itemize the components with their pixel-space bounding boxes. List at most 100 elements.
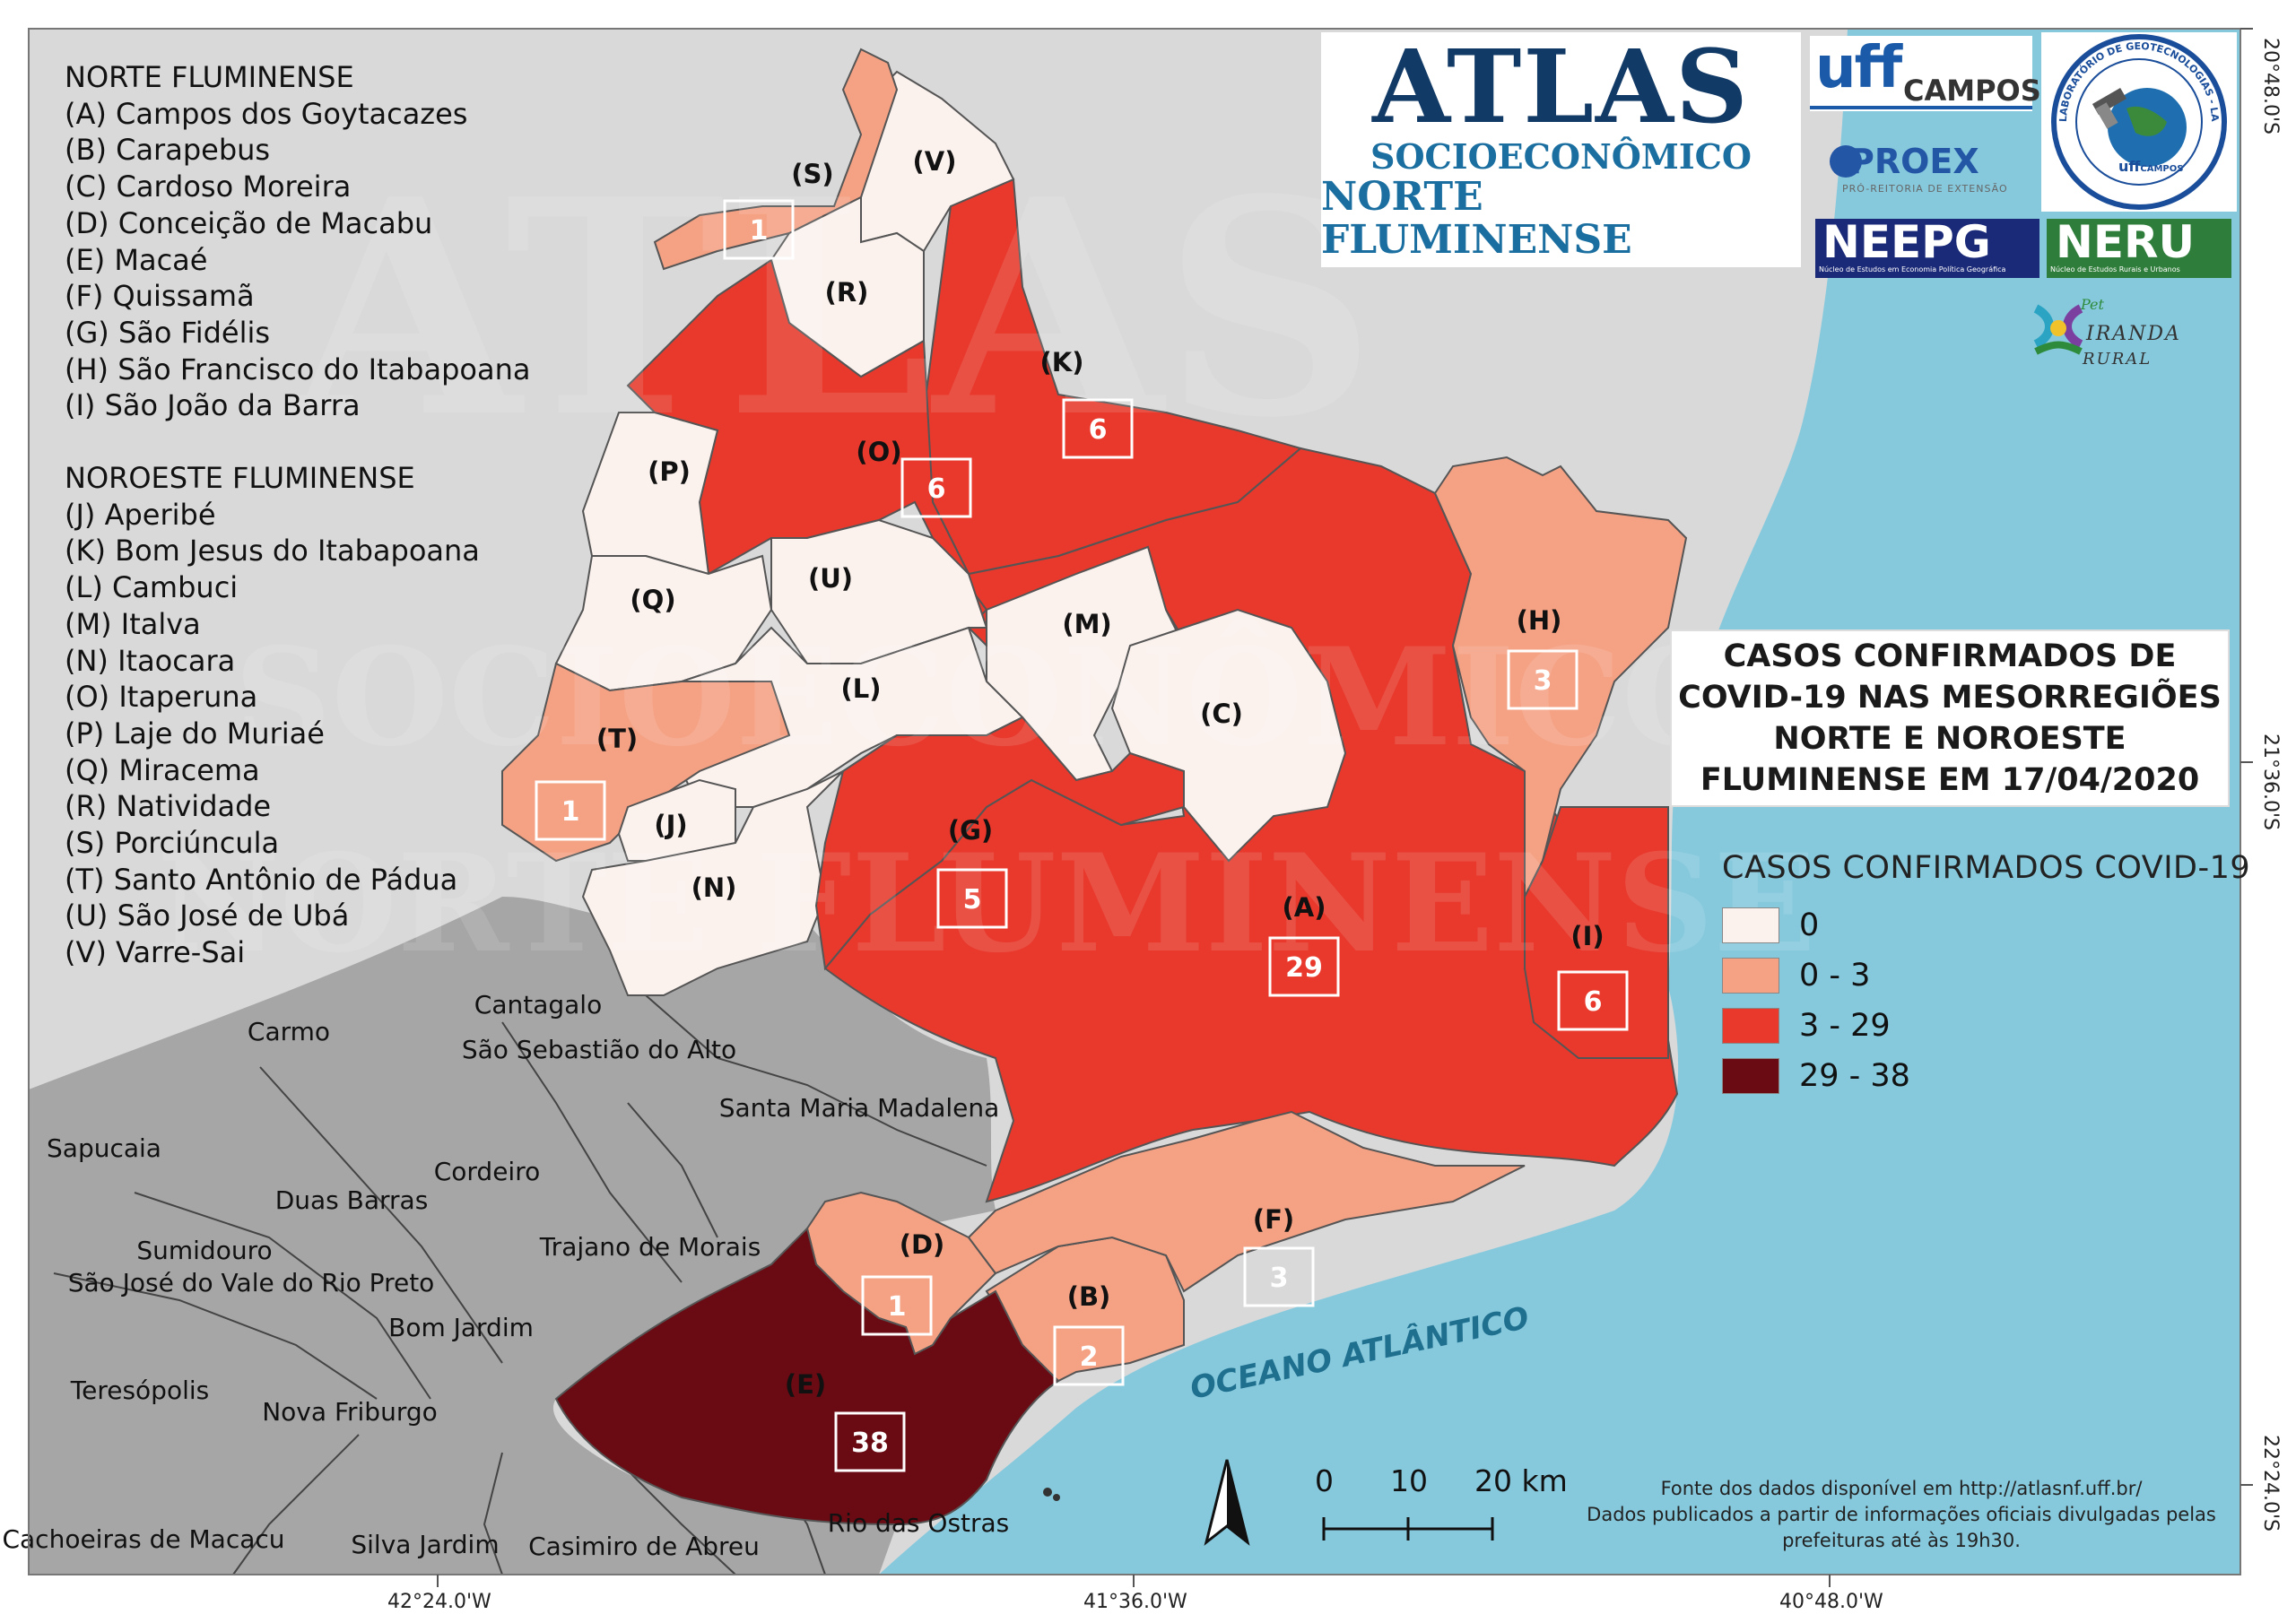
case-count-box <box>723 199 795 260</box>
lat-label-2: 21°36.0'S <box>2259 733 2282 830</box>
neighbor-municipality-label: Duas Barras <box>275 1185 429 1215</box>
proex-logo: PROEX PRÓ-REITORIA DE EXTENSÃO <box>1830 142 2036 199</box>
municipality-code: (R) <box>825 277 869 308</box>
noroeste-municipality-item: (M) Italva <box>65 606 201 641</box>
case-count-box <box>861 1275 933 1336</box>
lageot-ring-text: LABORATÓRIO DE GEOTECNOLOGIAS - LAGEOT <box>2041 32 2237 212</box>
noroeste-municipality-item: (S) Porciúncula <box>65 826 280 861</box>
norte-municipality-item: (D) Conceição de Macabu <box>65 205 433 240</box>
case-count: 3 <box>1270 1263 1289 1294</box>
noroeste-municipality-item: (K) Bom Jesus do Itabapoana <box>65 534 480 568</box>
legend-swatch <box>1722 958 1779 994</box>
neighbor-municipality-label: Santa Maria Madalena <box>719 1093 1000 1123</box>
case-count-box <box>1062 398 1134 459</box>
municipality-code: (P) <box>648 456 691 487</box>
municipality-f-quissama <box>967 1110 1526 1293</box>
legend-title: CASOS CONFIRMADOS COVID-19 <box>1722 850 2251 886</box>
noroeste-municipality-item: (N) Itaocara <box>65 643 236 678</box>
case-count: 3 <box>1534 665 1552 697</box>
neighbor-municipality-label: São José do Vale do Rio Preto <box>68 1268 435 1298</box>
case-count: 6 <box>927 473 946 505</box>
data-source-note: Fonte dos dados disponível em http://atl… <box>1561 1476 2242 1554</box>
neighbor-municipality-label: Silva Jardim <box>351 1530 499 1559</box>
lon-label-1: 42°24.0'W <box>387 1591 491 1613</box>
municipality-code: (A) <box>1283 892 1326 923</box>
municipality-list: NORTE FLUMINENSE (A) Campos dos Goytacaz… <box>65 59 530 971</box>
source-line-1: Fonte dos dados disponível em http://atl… <box>1660 1478 2143 1499</box>
source-line-2: Dados publicados a partir de informações… <box>1587 1504 2216 1525</box>
legend-label: 29 - 38 <box>1799 1058 1910 1094</box>
case-count-box <box>936 868 1008 929</box>
neighbor-municipality-label: Rio das Ostras <box>828 1508 1010 1538</box>
uff-campos-text: CAMPOS <box>1903 74 2041 108</box>
proex-text: PROEX <box>1849 142 1979 181</box>
case-count-box <box>834 1411 906 1472</box>
neru-logo: NERU Núcleo de Estudos Rurais e Urbanos <box>2047 217 2231 278</box>
uff-campos-logo: uff CAMPOS <box>1810 35 2041 111</box>
neighbor-municipality-label: Sumidouro <box>136 1236 272 1265</box>
case-count: 2 <box>1080 1341 1099 1373</box>
neighbor-municipality-label: Carmo <box>248 1017 330 1046</box>
municipality-code: (Q) <box>630 585 675 615</box>
municipality-code: (E) <box>785 1369 826 1400</box>
atlas-logo-sub1: SOCIOECONÔMICO <box>1370 136 1752 177</box>
proex-subtext: PRÓ-REITORIA DE EXTENSÃO <box>1842 183 2008 195</box>
case-count: 1 <box>750 215 769 247</box>
norte-municipality-item: (B) Carapebus <box>65 133 271 168</box>
neighbor-labels: Cantagalo Carmo São Sebastião do Alto Santa… <box>2 990 1009 1561</box>
municipality-code: (G) <box>948 815 993 846</box>
case-count: 6 <box>1089 414 1108 446</box>
case-count-box <box>1507 649 1578 710</box>
legend-swatch <box>1722 907 1779 943</box>
legend-row: 0 - 3 <box>1722 950 2250 1001</box>
neighbor-municipality-label: Nova Friburgo <box>262 1397 438 1427</box>
municipalities <box>501 48 1688 1526</box>
noroeste-municipality-item: (T) Santo Antônio de Pádua <box>65 862 458 897</box>
case-count-box <box>535 780 606 841</box>
uff-text: uff <box>1815 35 1902 101</box>
case-count-box <box>900 457 972 518</box>
lageot-logo: uffCAMPOS LABORATÓRIO DE GEOTECNOLOGIAS … <box>2041 32 2237 212</box>
case-count: 1 <box>888 1291 907 1323</box>
atlas-logo-sub2: NORTE FLUMINENSE <box>1321 174 1632 263</box>
watermark-line2: SOCIOECONÔMICO <box>234 619 1739 777</box>
municipality-s-porciuncula <box>653 48 899 271</box>
scale-label-0: 0 <box>1315 1463 1334 1498</box>
municipality-code: (H) <box>1517 605 1562 636</box>
municipality-code: (K) <box>1040 347 1084 378</box>
atlas-logo: ATLAS SOCIOECONÔMICO NORTE FLUMINENSE <box>1321 32 1801 267</box>
norte-header: NORTE FLUMINENSE <box>65 60 354 94</box>
rural-text: RURAL <box>2083 350 2152 369</box>
municipality-r-natividade <box>770 195 925 378</box>
municipality-code: (M) <box>1062 609 1111 639</box>
norte-municipality-item: (E) Macaé <box>65 242 208 277</box>
municipality-code: (C) <box>1200 699 1243 729</box>
municipality-u-ubaa <box>770 518 988 664</box>
municipality-code: (N) <box>691 872 737 903</box>
case-count: 5 <box>963 884 982 916</box>
noroeste-header: NOROESTE FLUMINENSE <box>65 461 415 496</box>
neighbor-municipality-label: Sapucaia <box>47 1133 161 1163</box>
municipality-code: (J) <box>654 810 687 840</box>
legend-label: 3 - 29 <box>1799 1008 1891 1044</box>
scale-label-20: 20 km <box>1474 1463 1568 1498</box>
neighbor-municipality-label: Bom Jardim <box>388 1313 534 1342</box>
municipality-code: (O) <box>856 437 901 467</box>
atlas-logo-main: ATLAS <box>1372 29 1750 146</box>
scale-label-10: 10 <box>1390 1463 1428 1498</box>
legend: CASOS CONFIRMADOS COVID-19 0 0 - 3 3 - 29 2… <box>1722 850 2250 1101</box>
watermark-line1: ATLAS <box>287 135 1377 482</box>
svg-text:LABORATÓRIO DE GEOTECNOLOGIAS: LABORATÓRIO DE GEOTECNOLOGIAS - LAGEOT <box>2041 32 2221 122</box>
legend-label: 0 - 3 <box>1799 958 1871 994</box>
watermark-line3: NORTE FLUMINENSE <box>157 825 1816 983</box>
neighbor-municipality-label: São Sebastião do Alto <box>462 1035 736 1064</box>
municipality-code: (U) <box>808 563 853 594</box>
legend-row: 0 <box>1722 900 2250 950</box>
municipality-code: (S) <box>791 159 833 189</box>
municipality-code: (B) <box>1067 1281 1111 1312</box>
ciranda-emblem-icon <box>2033 304 2083 355</box>
case-count-box <box>1268 936 1340 997</box>
noroeste-municipality-item: (J) Aperibé <box>65 497 216 532</box>
municipality-code: (D) <box>900 1229 945 1260</box>
islands <box>1043 1488 1060 1501</box>
